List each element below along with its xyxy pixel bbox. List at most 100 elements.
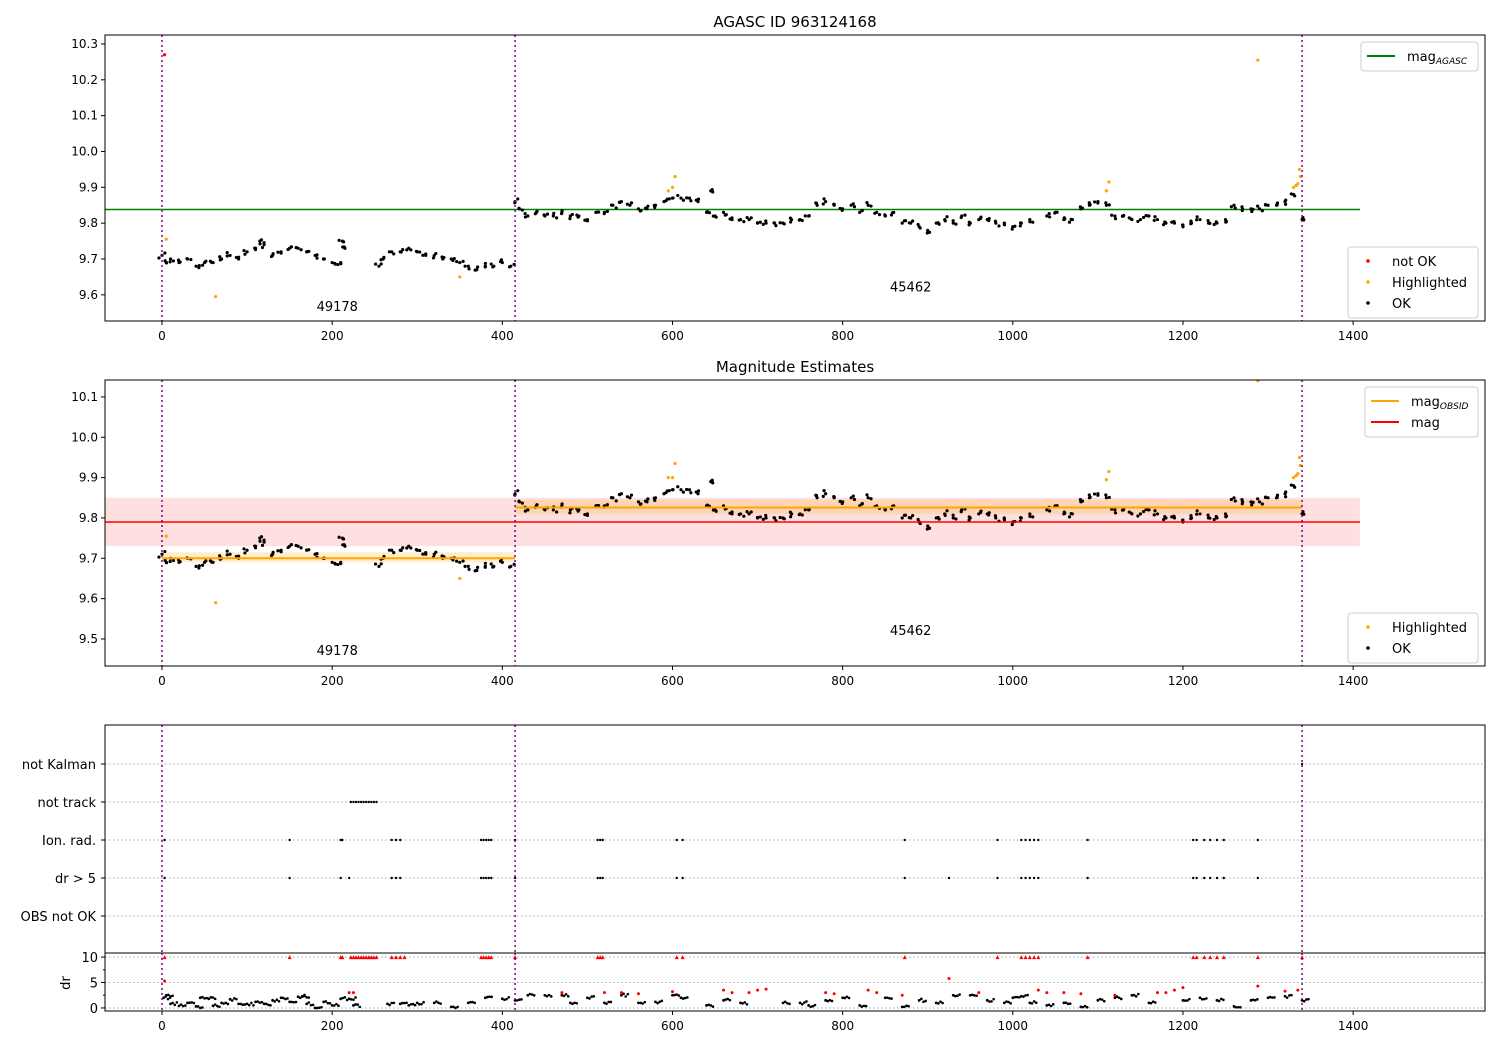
y-tick-label: 10.0: [71, 144, 98, 158]
dr-ok-point: [917, 998, 921, 1002]
dr-flagged-point: [730, 991, 734, 995]
dr-ok-point: [386, 1002, 389, 1006]
y-tick-label: 9.6: [79, 288, 98, 302]
ok-point: [555, 216, 559, 220]
dr-ok-point: [473, 1001, 476, 1005]
ok-point: [259, 238, 264, 242]
ok-point: [253, 248, 258, 252]
dr-ok-point: [798, 1001, 802, 1005]
ok-point: [758, 220, 762, 224]
flag-point: [1215, 838, 1219, 842]
dr-ok-point: [162, 996, 166, 1000]
ok-point: [639, 209, 643, 213]
dr-ok-point: [186, 1001, 189, 1005]
ok-point: [945, 509, 949, 513]
ok-point: [452, 256, 456, 261]
ok-point: [1120, 214, 1125, 218]
dr-ok-point: [1051, 1003, 1055, 1006]
flag-point: [601, 876, 604, 880]
ok-point: [963, 213, 967, 217]
dr-ok-point: [626, 992, 630, 996]
dr-ok-point: [435, 1000, 438, 1003]
ok-point: [1212, 517, 1216, 522]
x-tick-label: 0: [158, 674, 166, 688]
x-tick-label: 400: [491, 329, 514, 343]
dr-ok-point: [862, 1004, 866, 1008]
ok-point: [523, 509, 527, 513]
dr-ok-point: [1219, 997, 1223, 1001]
y-tick-label: 10.2: [71, 73, 98, 87]
dr-ok-point: [1047, 1003, 1051, 1007]
ok-point: [341, 240, 346, 244]
ok-point: [628, 496, 632, 500]
ok-point: [339, 262, 343, 266]
flag-point: [1256, 838, 1260, 842]
ok-point: [629, 201, 634, 205]
flag-point: [675, 876, 678, 880]
dr-ok-point: [681, 997, 685, 1000]
dr-ok-point: [1030, 1002, 1034, 1005]
dr-flagged-point: [560, 991, 564, 995]
ok-point: [1031, 515, 1035, 519]
dr-ok-point: [332, 1004, 336, 1007]
ok-point: [978, 510, 983, 515]
ok-point: [595, 503, 599, 508]
ok-point: [330, 560, 334, 564]
y-tick-label: 9.7: [79, 551, 98, 565]
ok-point: [1163, 515, 1167, 519]
dr-ok-point: [941, 1001, 944, 1005]
ok-point: [1232, 203, 1236, 207]
ok-point: [387, 250, 391, 254]
ok-point: [483, 561, 487, 565]
x-tick-label: 1000: [998, 674, 1029, 688]
dr-ok-point: [488, 995, 491, 998]
ok-point: [628, 203, 632, 207]
dr-ok-point: [352, 1004, 355, 1007]
ok-point: [869, 204, 873, 208]
ok-point: [225, 553, 229, 557]
ok-point: [1088, 495, 1092, 499]
ok-point: [925, 527, 929, 531]
ok-point: [1260, 502, 1264, 506]
ok-point: [687, 196, 692, 200]
dr-ok-point: [301, 995, 304, 998]
highlighted-point: [214, 295, 218, 299]
highlighted-point: [1256, 58, 1260, 62]
ok-point: [618, 200, 622, 205]
flag-point: [487, 876, 490, 880]
y-tick-label: 10.3: [71, 37, 98, 51]
chart-title: AGASC ID 963124168: [713, 13, 876, 31]
ok-point: [225, 549, 229, 553]
dr-ok-point: [805, 1000, 808, 1003]
ok-point: [900, 221, 904, 225]
ok-point: [1293, 194, 1297, 198]
dr-ok-point: [586, 996, 589, 1000]
y-tick-label: 10.1: [71, 390, 98, 404]
x-tick-label: 800: [831, 674, 854, 688]
dr-ok-point: [241, 1003, 245, 1007]
ok-point: [679, 196, 683, 200]
ok-point: [382, 255, 386, 259]
dr-capped-marker: [356, 955, 361, 960]
ok-point: [373, 262, 378, 266]
dr-ok-point: [528, 992, 532, 996]
ok-point: [1092, 492, 1097, 496]
ok-point: [421, 253, 425, 257]
ok-point: [711, 190, 715, 194]
category-label: not Kalman: [22, 758, 96, 773]
ok-point: [814, 201, 819, 205]
dr-ok-point: [641, 1002, 645, 1005]
dr-ok-point: [958, 993, 961, 996]
dr-ok-point: [1268, 995, 1272, 999]
ok-point: [157, 555, 161, 559]
ok-point: [1153, 215, 1157, 219]
flag-point: [675, 838, 678, 842]
dr-ok-point: [781, 1001, 785, 1005]
ok-point: [379, 562, 383, 566]
dr-ok-point: [422, 1000, 425, 1004]
ok-point: [936, 221, 940, 225]
highlighted-point: [214, 601, 218, 605]
dr-ok-point: [609, 1000, 613, 1004]
dr-capped-marker: [353, 955, 358, 960]
ok-point: [1120, 508, 1125, 512]
